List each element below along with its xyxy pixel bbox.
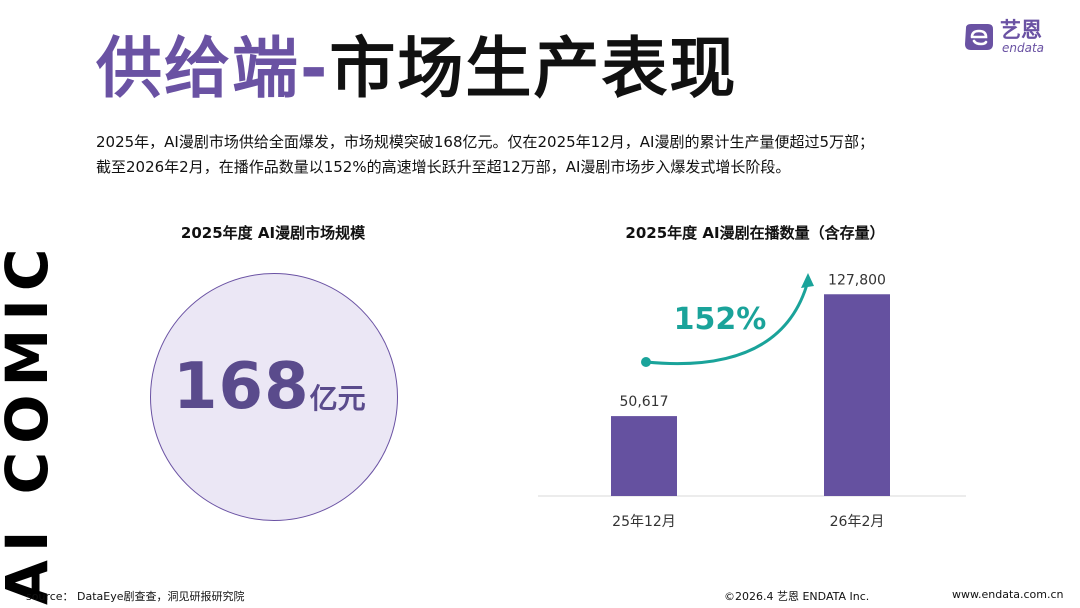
value-label-25年12月: 50,617 bbox=[620, 394, 669, 410]
value-label-26年2月: 127,800 bbox=[828, 272, 886, 288]
growth-arrow-curve bbox=[644, 279, 810, 366]
x-tick-label-26年2月: 26年2月 bbox=[830, 514, 885, 530]
bar-25年12月 bbox=[611, 416, 677, 496]
market-size-value: 168亿元 bbox=[173, 350, 383, 424]
description-line: 截至2026年2月，在播作品数量以152%的高速增长跃升至超12万部，AI漫剧市… bbox=[96, 158, 791, 176]
description: 2025年，AI漫剧市场供给全面爆发，市场规模突破168亿元。仅在2025年12… bbox=[96, 130, 1056, 180]
market-size-unit: 亿元 bbox=[309, 382, 366, 415]
growth-arrow-head bbox=[801, 273, 814, 288]
description-line: 2025年，AI漫剧市场供给全面爆发，市场规模突破168亿元。仅在2025年12… bbox=[96, 133, 874, 151]
copyright-note: ©2026.4 艺恩 ENDATA Inc. bbox=[724, 590, 870, 603]
endata-logo-icon bbox=[965, 24, 993, 50]
logo-name-cn: 艺恩 bbox=[1000, 18, 1042, 42]
side-watermark-text: AI COMIC bbox=[0, 240, 61, 605]
market-size-title: 2025年度 AI漫剧市场规模 bbox=[180, 224, 366, 242]
page-title: 供给端-市场生产表现 bbox=[96, 24, 737, 114]
chart-title: 2025年度 AI漫剧在播数量（含存量） bbox=[625, 224, 885, 242]
endata-logo: 艺恩 endata bbox=[962, 14, 1062, 58]
market-size-circle bbox=[150, 273, 398, 521]
page-title-accent: 供给端- bbox=[96, 30, 330, 107]
source-note: source： DataEye剧查查，洞见研报研究院 bbox=[26, 590, 245, 603]
x-tick-label-25年12月: 25年12月 bbox=[612, 514, 676, 530]
page-title-main: 市场生产表现 bbox=[329, 30, 738, 107]
bar-26年2月 bbox=[824, 294, 890, 496]
bar-chart: 50,617 127,800 25年12月 26年2月 152% bbox=[538, 272, 966, 530]
growth-annotation: 152% bbox=[674, 302, 767, 337]
website-link[interactable]: www.endata.com.cn bbox=[952, 588, 1064, 601]
growth-arrow-start-dot bbox=[641, 357, 651, 367]
market-size-number: 168 bbox=[173, 350, 310, 424]
logo-name-en: endata bbox=[1002, 41, 1045, 55]
